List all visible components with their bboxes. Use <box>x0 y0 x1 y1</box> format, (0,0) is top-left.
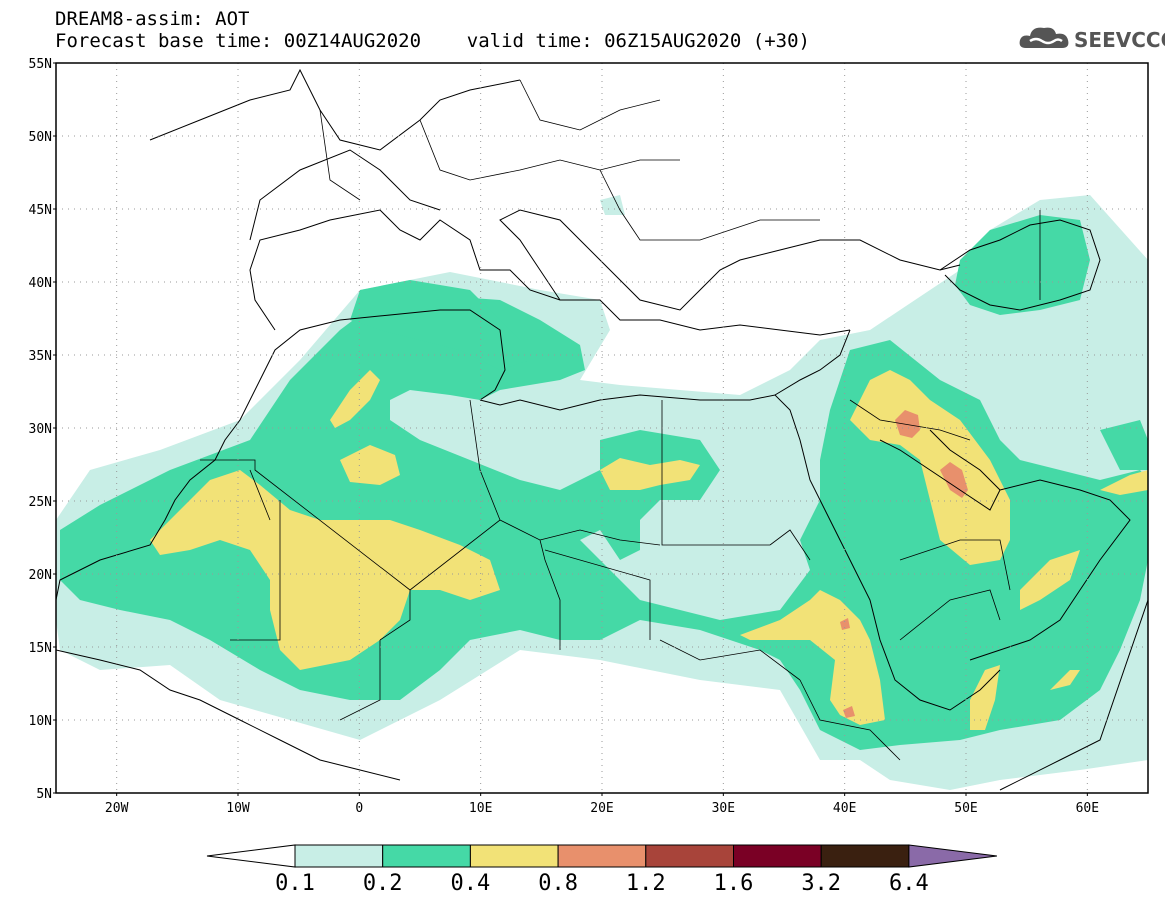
colorbar-label: 3.2 <box>801 871 841 896</box>
colorbar-label: 0.1 <box>275 871 315 896</box>
lon-label: 0 <box>355 801 363 816</box>
lon-label: 30E <box>712 801 735 816</box>
colorbar-labels: 0.1 0.2 0.4 0.8 1.2 1.6 3.2 6.4 <box>275 871 929 896</box>
colorbar-box <box>557 844 647 868</box>
colorbar-box <box>382 844 471 868</box>
colorbar-box <box>294 844 384 868</box>
colorbar-box <box>820 844 910 868</box>
colorbar <box>206 844 997 868</box>
lat-label: 30N <box>29 422 52 437</box>
colorbar-label: 1.6 <box>714 871 754 896</box>
lon-label: 10E <box>469 801 492 816</box>
lat-label: 20N <box>29 568 52 583</box>
coastlines <box>56 68 1148 791</box>
forecast-time-line: Forecast base time: 00Z14AUG2020 valid t… <box>55 30 810 52</box>
colorbar-label: 1.2 <box>626 871 666 896</box>
lon-label: 60E <box>1076 801 1099 816</box>
colorbar-over-triangle <box>908 844 997 868</box>
colorbar-label: 6.4 <box>889 871 929 896</box>
seevccc-logo: SEEVCCC <box>1018 24 1165 54</box>
lon-label: 10W <box>226 801 250 816</box>
map-title: DREAM8-assim: AOT <box>55 8 250 30</box>
colorbar-box <box>733 844 822 868</box>
colorbar-label: 0.4 <box>451 871 491 896</box>
lat-label: 45N <box>29 203 52 218</box>
colorbar-label: 0.8 <box>538 871 578 896</box>
lat-label: 40N <box>29 276 52 291</box>
country-borders <box>200 79 1041 761</box>
logo-text: SEEVCCC <box>1074 28 1165 52</box>
lat-label: 50N <box>29 130 52 145</box>
lon-label: 40E <box>833 801 856 816</box>
lon-label: 20E <box>590 801 613 816</box>
latitude-labels: 55N 50N 45N 40N 35N 30N 25N 20N 15N 10N 5N <box>29 57 56 802</box>
cloud-icon <box>1019 27 1069 48</box>
graticule <box>56 63 1148 793</box>
colorbar-under-triangle <box>206 844 296 868</box>
lat-label: 25N <box>29 495 52 510</box>
lon-label: 20W <box>105 801 129 816</box>
lat-label: 5N <box>36 787 52 802</box>
colorbar-label: 0.2 <box>363 871 403 896</box>
lat-label: 15N <box>29 641 52 656</box>
colorbar-box <box>645 844 734 868</box>
longitude-labels: 20W 10W 0 10E 20E 30E 40E 50E 60E <box>105 793 1099 816</box>
aot-fields <box>56 195 1148 790</box>
lat-label: 55N <box>29 57 52 72</box>
aot-band-0.8 <box>840 410 968 718</box>
colorbar-box <box>469 844 559 868</box>
lon-label: 50E <box>954 801 977 816</box>
lat-label: 35N <box>29 349 52 364</box>
lat-label: 10N <box>29 714 52 729</box>
